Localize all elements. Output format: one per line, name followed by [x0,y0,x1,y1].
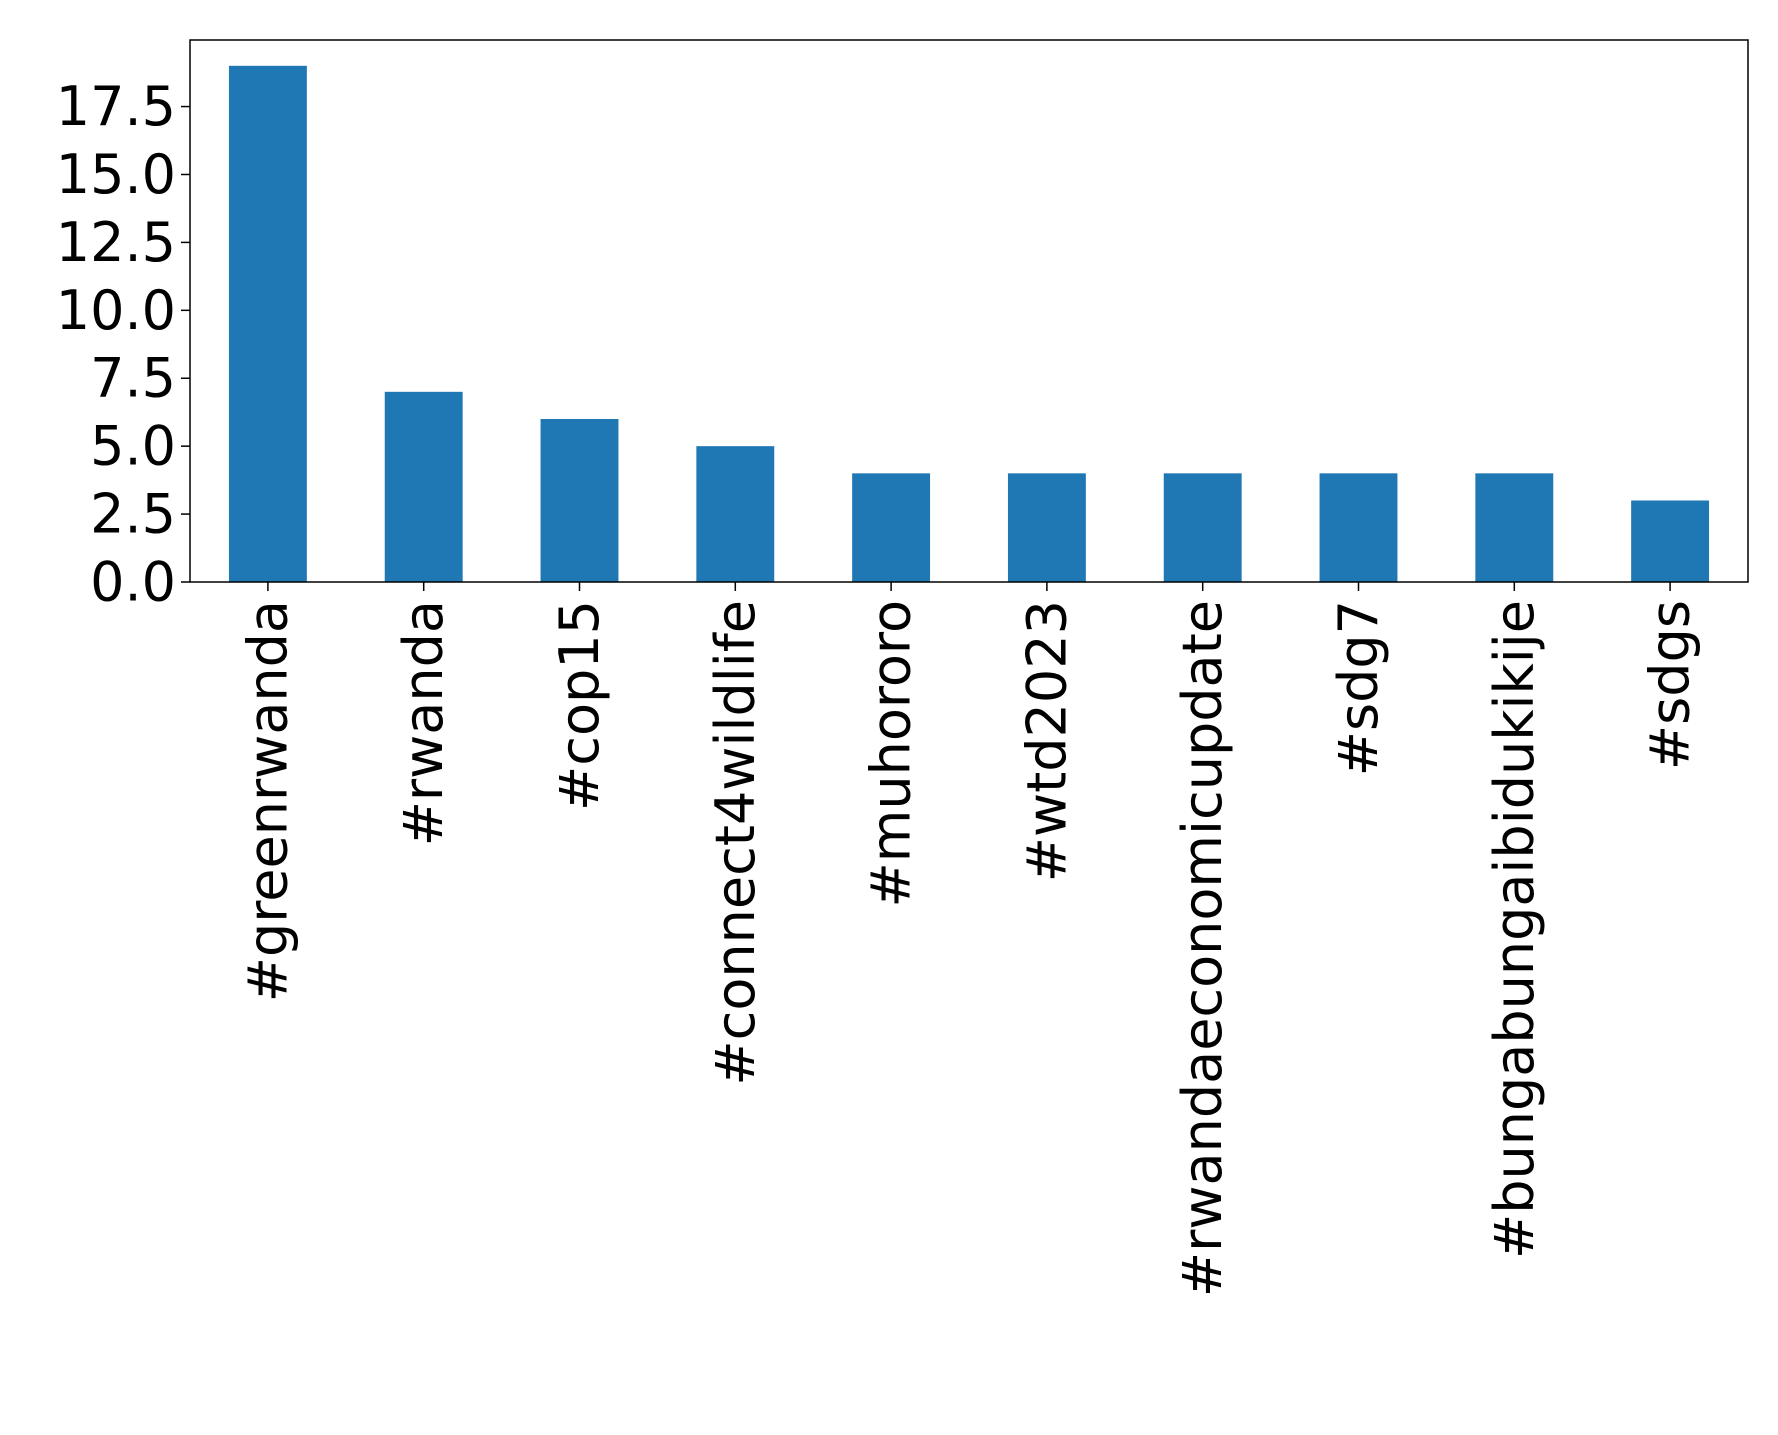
bars-layer [228,65,1710,583]
y-tick-label: 7.5 [90,347,176,410]
x-tick-label: #rwanda [392,600,455,846]
y-tick-label: 12.5 [56,211,176,274]
bar-rwandaeconomicupdate [1163,473,1242,582]
bar-bungabungaibidukikije [1475,473,1554,582]
x-tick-label: #connect4wildlife [704,600,767,1086]
x-tick-label: #bungabungaibidukikije [1483,600,1546,1259]
y-tick-label: 5.0 [90,415,176,478]
x-axis: #greenrwanda #rwanda #cop15 #connect4wildli… [236,582,1702,1297]
bar-sdg7 [1319,473,1398,582]
bar-muhororo [852,473,931,582]
plot-frame [189,39,1749,583]
y-axis: 0.02.55.07.510.012.515.017.5 [56,75,190,614]
y-tick-label: 17.5 [56,75,176,138]
bar-greenrwanda [228,65,307,583]
bar-wtd2023 [1007,473,1086,582]
x-tick-label: #sdg7 [1327,600,1390,776]
x-tick-label: #greenrwanda [236,600,299,1002]
y-tick-label: 2.5 [90,483,176,546]
bar-cop15 [540,418,619,582]
y-tick-label: 10.0 [56,279,176,342]
x-tick-label: #sdgs [1639,600,1702,770]
x-tick-label: #wtd2023 [1015,600,1078,882]
y-tick-label: 15.0 [56,143,176,206]
y-tick-label: 0.0 [90,551,176,614]
bar-sdgs [1631,500,1710,582]
bar-rwanda [384,391,463,582]
x-tick-label: #muhororo [860,600,923,907]
bar-connect4wildlife [696,446,775,582]
x-tick-label: #rwandaeconomicupdate [1171,600,1234,1297]
x-tick-label: #cop15 [548,600,611,811]
